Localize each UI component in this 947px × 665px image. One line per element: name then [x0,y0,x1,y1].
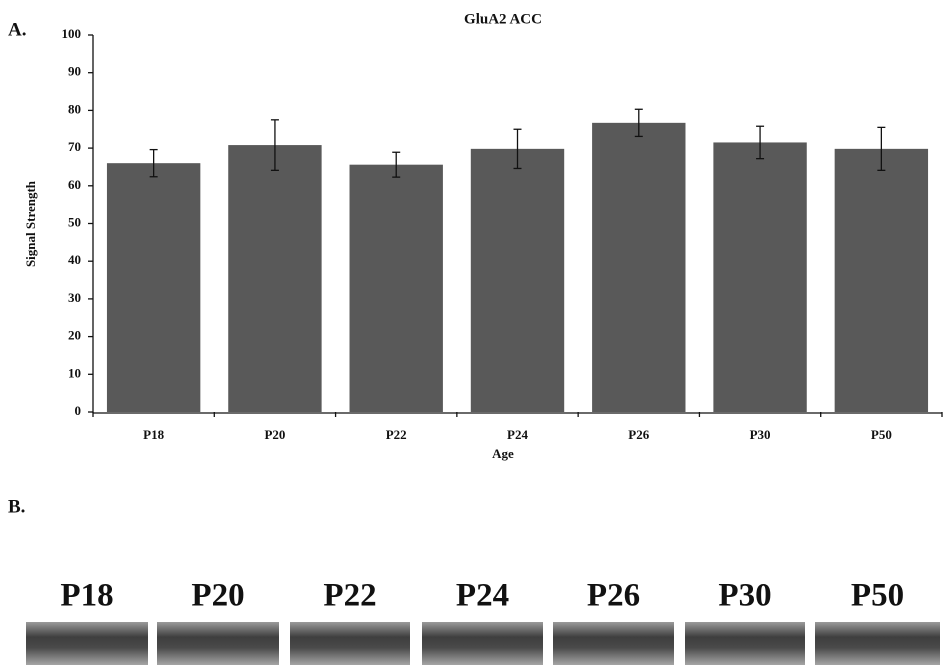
bar [228,145,321,412]
blot-label: P20 [191,578,244,614]
x-tick-label: P24 [507,427,528,442]
y-tick-label: 60 [68,177,81,192]
x-tick-label: P50 [871,427,892,442]
panel-label: A. [8,19,26,40]
blot-label: P24 [456,578,509,614]
bar [471,149,564,412]
blot-band [26,622,148,665]
y-tick-label: 80 [68,101,81,116]
y-tick-label: 0 [75,403,82,418]
y-axis-label: Signal Strength [23,180,38,267]
bar [713,142,806,412]
blot-label: P18 [60,578,113,614]
blot-band [422,622,543,665]
blot-label: P50 [851,578,904,614]
y-tick-label: 50 [68,214,81,229]
blot-band [815,622,940,665]
figure: A. B. GluA2 ACC Age Signal Strength 0 10 2… [0,0,947,665]
blot-band [553,622,674,665]
y-tick-label: 40 [68,252,81,267]
blot-label: P22 [323,578,376,614]
blot-band [685,622,805,665]
y-tick-label: 30 [68,290,81,305]
y-tick-label: 100 [62,26,82,41]
chart-title: GluA2 ACC [464,11,542,27]
x-tick-label: P18 [143,427,164,442]
x-tick-label: P26 [628,427,649,442]
blot-label: P26 [587,578,640,614]
page: A. B. GluA2 ACC Age Signal Strength 0 10 2… [0,0,947,665]
bar [107,163,200,412]
x-tick-label: P22 [386,427,407,442]
blot-band [290,622,410,665]
x-tick-label: P30 [750,427,771,442]
bar [835,149,928,412]
x-axis-label: Age [492,446,514,461]
y-tick-label: 70 [68,139,81,154]
x-tick-label: P20 [264,427,285,442]
bar [350,165,443,412]
blot-band [157,622,279,665]
panel-label: B. [8,496,25,517]
y-tick-label: 90 [68,64,81,79]
blot-label: P30 [718,578,771,614]
bar [592,123,685,412]
y-tick-label: 20 [68,328,81,343]
y-tick-label: 10 [68,365,81,380]
